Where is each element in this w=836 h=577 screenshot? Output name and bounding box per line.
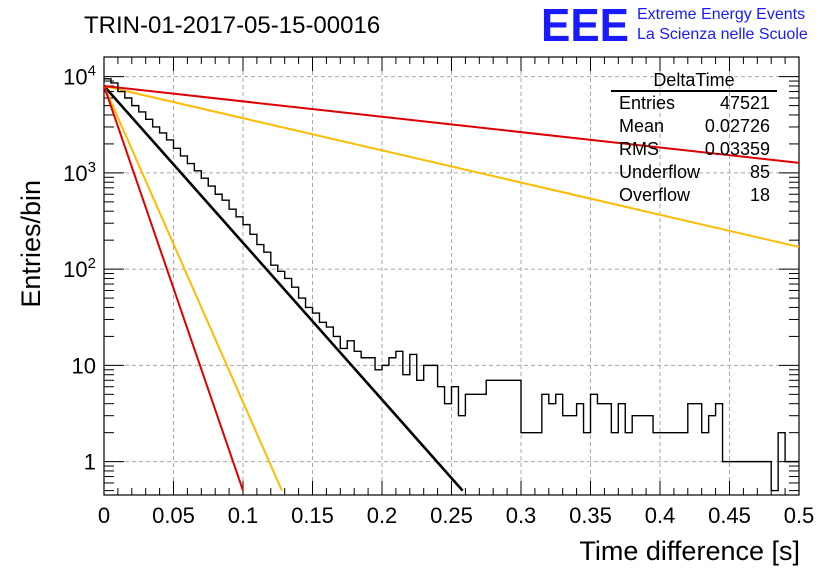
x-tick-label: 0.5 [784,503,815,528]
x-tick-label: 0.25 [430,503,473,528]
stats-title: DeltaTime [653,70,734,90]
x-tick-label: 0.1 [228,503,259,528]
fit-curve-2 [103,85,283,491]
y-tick-labels: 1 10 102 103 104 [63,63,96,475]
x-tick-label: 0.45 [708,503,751,528]
logo-line1: Extreme Energy Events [637,6,805,23]
stats-box: DeltaTime Entries 47521 Mean 0.02726 RMS… [611,70,777,205]
x-tick-label: 0.35 [569,503,612,528]
stats-value-rms: 0.03359 [705,139,770,159]
fit-curve-3 [103,85,244,491]
x-tick-label: 0.15 [291,503,334,528]
fit-curves [103,84,800,492]
x-tick-labels: 0 0.05 0.1 0.15 0.2 0.25 0.3 0.35 0.4 0.45 0.5 [98,503,814,528]
fit-curve-5 [103,84,800,164]
stats-value-entries: 47521 [720,93,770,113]
y-tick-label: 102 [63,255,96,282]
logo-line2: La Scienza nelle Scuole [637,26,808,43]
x-tick-label: 0.05 [152,503,195,528]
stats-label-mean: Mean [619,116,664,136]
y-tick-label: 103 [63,159,96,186]
y-axis-label: Entries/bin [16,180,46,308]
histogram [104,78,799,492]
stats-label-rms: RMS [619,139,659,159]
fit-curve-4 [103,84,800,248]
y-tick-label: 104 [63,63,96,90]
y-tick-label: 10 [72,353,96,378]
axis-ticks [103,57,800,495]
x-tick-label: 0.3 [506,503,537,528]
x-tick-label: 0.4 [645,503,676,528]
stats-value-mean: 0.02726 [705,116,770,136]
stats-label-underflow: Underflow [619,162,701,182]
run-title: TRIN-01-2017-05-15-00016 [84,12,380,39]
stats-label-entries: Entries [619,93,675,113]
fit-curve-1 [103,85,464,492]
stats-value-underflow: 85 [750,162,770,182]
stats-value-overflow: 18 [750,185,770,205]
x-axis-label: Time difference [s] [579,536,800,566]
x-tick-label: 0.2 [367,503,398,528]
logo-text: EEE [541,0,629,51]
x-tick-label: 0 [98,503,110,528]
stats-label-overflow: Overflow [619,185,691,205]
eee-logo: EEE Extreme Energy Events La Scienza nel… [541,0,808,51]
histogram-outline [104,78,799,492]
y-tick-label: 1 [84,450,96,475]
